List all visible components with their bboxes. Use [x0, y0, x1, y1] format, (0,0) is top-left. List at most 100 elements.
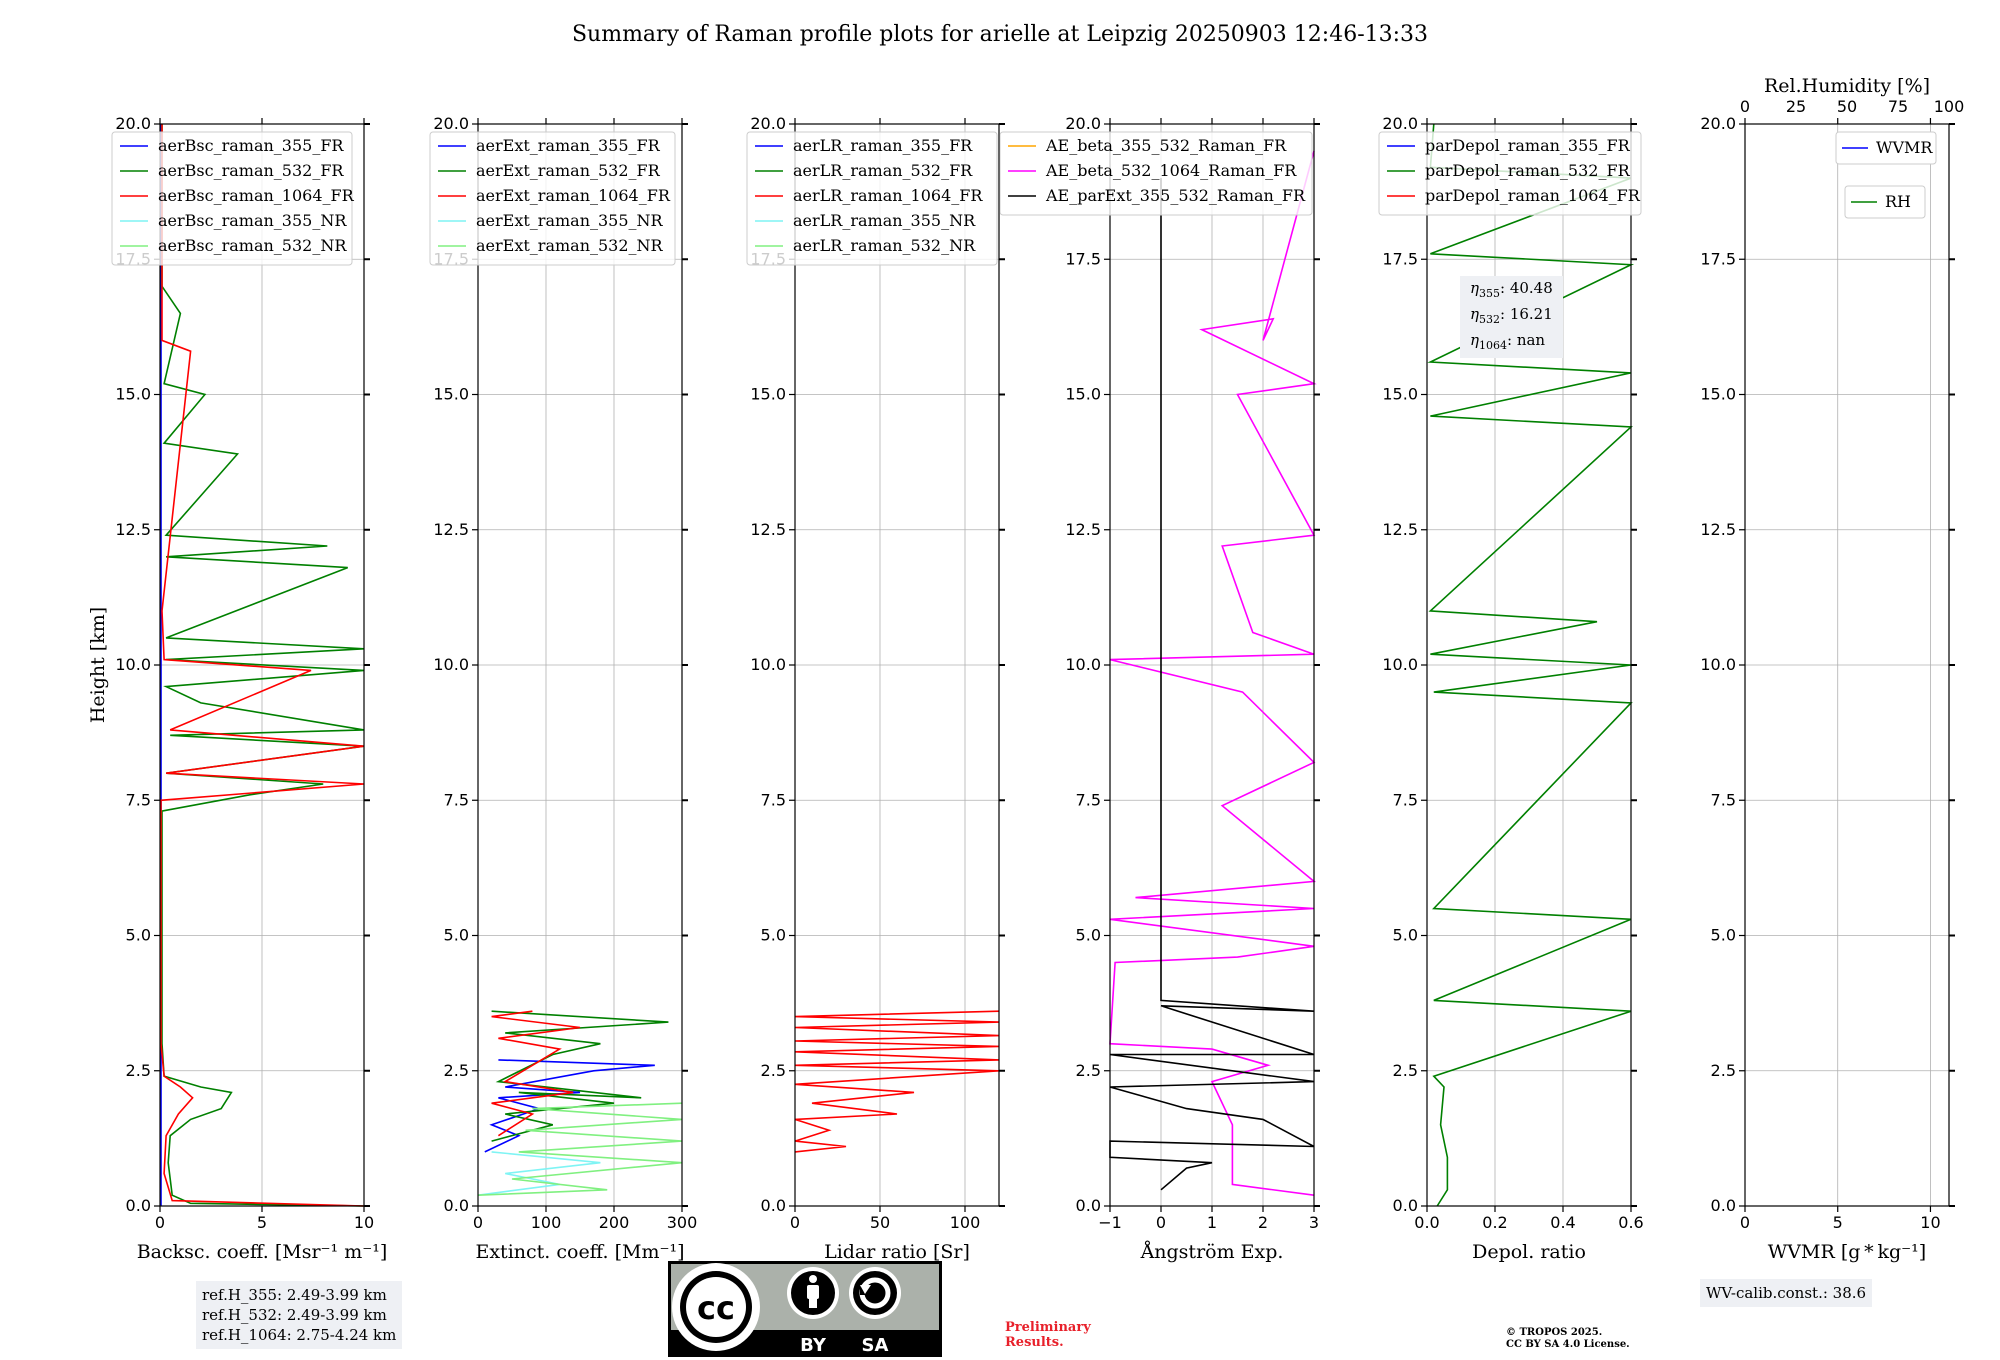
y-tick-label: 20.0 [750, 114, 786, 133]
y-tick-label: 2.5 [444, 1061, 469, 1080]
x-tick-label: 3 [1309, 1213, 1319, 1232]
legend-entry-aerBsc_raman_532_FR: aerBsc_raman_532_FR [158, 161, 344, 180]
x-axis-label: Ångström Exp. [1140, 1241, 1284, 1263]
y-tick-label: 15.0 [1382, 385, 1418, 404]
x-tick-label: 0.2 [1482, 1213, 1507, 1232]
top-tick-label: 0 [1740, 97, 1750, 116]
x-tick-label: 50 [870, 1213, 890, 1232]
x-tick-label: 1 [1207, 1213, 1217, 1232]
y-tick-label: 2.5 [126, 1061, 151, 1080]
x-tick-label: 0.4 [1550, 1213, 1575, 1232]
legend-entry-aerExt_raman_532_NR: aerExt_raman_532_NR [476, 236, 664, 255]
y-tick-label: 0.0 [126, 1196, 151, 1215]
legend-entry-aerBsc_raman_355_FR: aerBsc_raman_355_FR [158, 136, 344, 155]
legend-entry-aerExt_raman_355_FR: aerExt_raman_355_FR [476, 136, 661, 155]
y-tick-label: 20.0 [1700, 114, 1736, 133]
y-tick-label: 2.5 [1076, 1061, 1101, 1080]
top-axis-label: Rel.Humidity [%] [1764, 75, 1930, 97]
x-tick-label: 10 [354, 1213, 374, 1232]
y-tick-label: 12.5 [1382, 520, 1418, 539]
legend-entry-AE_beta_532_1064_Raman_FR: AE_beta_532_1064_Raman_FR [1045, 161, 1297, 180]
y-tick-label: 17.5 [1700, 249, 1736, 268]
y-tick-label: 2.5 [761, 1061, 786, 1080]
y-tick-label: 5.0 [1711, 926, 1736, 945]
x-axis-label: Backsc. coeff. [Msr⁻¹ m⁻¹] [137, 1241, 388, 1263]
y-axis-label: Height [km] [87, 607, 109, 723]
y-tick-label: 7.5 [1393, 790, 1418, 809]
legend-entry-aerBsc_raman_532_NR: aerBsc_raman_532_NR [158, 236, 347, 255]
y-tick-label: 5.0 [444, 926, 469, 945]
top-tick-label: 75 [1888, 97, 1908, 116]
reference-heights-box: ref.H_355: 2.49-3.99 km ref.H_532: 2.49-… [196, 1281, 403, 1349]
legend-entry-parDepol_raman_355_FR: parDepol_raman_355_FR [1425, 136, 1631, 155]
x-tick-label: 2 [1258, 1213, 1268, 1232]
x-tick-label: 0 [1156, 1213, 1166, 1232]
y-tick-label: 15.0 [115, 385, 151, 404]
x-axis-label: Depol. ratio [1472, 1241, 1586, 1263]
panel-lidar-ratio: 0.02.55.07.510.012.515.017.520.0050100Li… [746, 114, 1005, 1263]
y-tick-label: 12.5 [115, 520, 151, 539]
series-line-aerExt_raman_532_NR [477, 1102, 683, 1196]
x-tick-label: 0 [790, 1213, 800, 1232]
y-tick-label: 15.0 [1065, 385, 1101, 404]
y-tick-label: 12.5 [1700, 520, 1736, 539]
y-tick-label: 5.0 [1393, 926, 1418, 945]
x-tick-label: 0.6 [1618, 1213, 1643, 1232]
ref-height-532: ref.H_532: 2.49-3.99 km [202, 1306, 387, 1324]
legend-entry-aerLR_raman_355_NR: aerLR_raman_355_NR [793, 211, 976, 230]
y-tick-label: 0.0 [1393, 1196, 1418, 1215]
legend-entry-AE_parExt_355_532_Raman_FR: AE_parExt_355_532_Raman_FR [1045, 186, 1306, 205]
legend-box [429, 131, 676, 266]
x-axis-label: Lidar ratio [Sr] [824, 1241, 970, 1263]
y-tick-label: 7.5 [1076, 790, 1101, 809]
y-tick-label: 17.5 [1065, 249, 1101, 268]
panel-extinction: 0.02.55.07.510.012.515.017.520.001002003… [429, 114, 698, 1263]
y-tick-label: 12.5 [433, 520, 469, 539]
sa-label: SA [862, 1335, 889, 1356]
series-line-aerLR_raman_1064_FR [794, 1010, 1000, 1153]
panel-depolarization: 0.0 2.5 5.0 7.5 10.0 12.5 15.0 17.5 20.0 0.0 0.2 0.… [1378, 114, 1644, 1263]
y-tick-label: 7.5 [1711, 790, 1736, 809]
x-axis-label: WVMR [g * kg⁻¹] [1768, 1241, 1926, 1263]
y-tick-label: 0.0 [444, 1196, 469, 1215]
series-line-aerExt_raman_355_NR [477, 1151, 601, 1196]
series-line-aerBsc_raman_1064_FR [160, 124, 365, 1207]
legend-entry-WVMR: WVMR [1876, 138, 1933, 157]
legend-entry-RH: RH [1885, 192, 1911, 211]
y-tick-label: 15.0 [1700, 385, 1736, 404]
top-tick-label: 50 [1837, 97, 1857, 116]
legend-box [1835, 131, 1937, 165]
x-tick-label: 300 [667, 1213, 698, 1232]
x-tick-label: −1 [1098, 1213, 1122, 1232]
legend-entry-AE_beta_355_532_Raman_FR: AE_beta_355_532_Raman_FR [1045, 136, 1287, 155]
y-tick-label: 10.0 [750, 655, 786, 674]
y-tick-label: 2.5 [1393, 1061, 1418, 1080]
by-label: BY [800, 1335, 827, 1356]
figure-title: Summary of Raman profile plots for ariel… [571, 22, 1429, 47]
x-tick-label: 0 [155, 1213, 165, 1232]
y-tick-label: 0.0 [1711, 1196, 1736, 1215]
x-tick-label: 200 [599, 1213, 630, 1232]
x-tick-label: 0 [1740, 1213, 1750, 1232]
y-tick-label: 7.5 [444, 790, 469, 809]
y-tick-label: 5.0 [1076, 926, 1101, 945]
legend-box [111, 131, 353, 266]
legend-entry-aerLR_raman_532_FR: aerLR_raman_532_FR [793, 161, 973, 180]
x-tick-label: 5 [1833, 1213, 1843, 1232]
preliminary-results-note: Preliminary Results. [1005, 1320, 1091, 1350]
legend-entry-aerExt_raman_355_NR: aerExt_raman_355_NR [476, 211, 664, 230]
y-tick-label: 15.0 [750, 385, 786, 404]
y-tick-label: 0.0 [1076, 1196, 1101, 1215]
panel-backscatter: 0.02.55.07.510.012.515.017.520.00510Back… [87, 114, 387, 1263]
y-tick-label: 17.5 [1382, 249, 1418, 268]
y-tick-label: 7.5 [761, 790, 786, 809]
ref-height-355: ref.H_355: 2.49-3.99 km [202, 1286, 387, 1304]
x-tick-label: 100 [950, 1213, 981, 1232]
copyright-note: © TROPOS 2025. CC BY SA 4.0 License. [1506, 1327, 1630, 1350]
panel-wvmr: 0.02.55.07.510.012.515.017.520.00 5 10WVMR… [1700, 75, 1964, 1263]
legend-entry-aerExt_raman_532_FR: aerExt_raman_532_FR [476, 161, 661, 180]
legend-box [1378, 131, 1642, 216]
legend-box [999, 131, 1313, 216]
series-line-AE_parExt_355_532_Raman_FR [1109, 178, 1315, 1191]
